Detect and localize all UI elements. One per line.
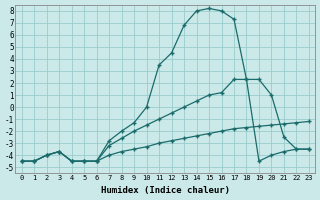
- X-axis label: Humidex (Indice chaleur): Humidex (Indice chaleur): [101, 186, 230, 195]
